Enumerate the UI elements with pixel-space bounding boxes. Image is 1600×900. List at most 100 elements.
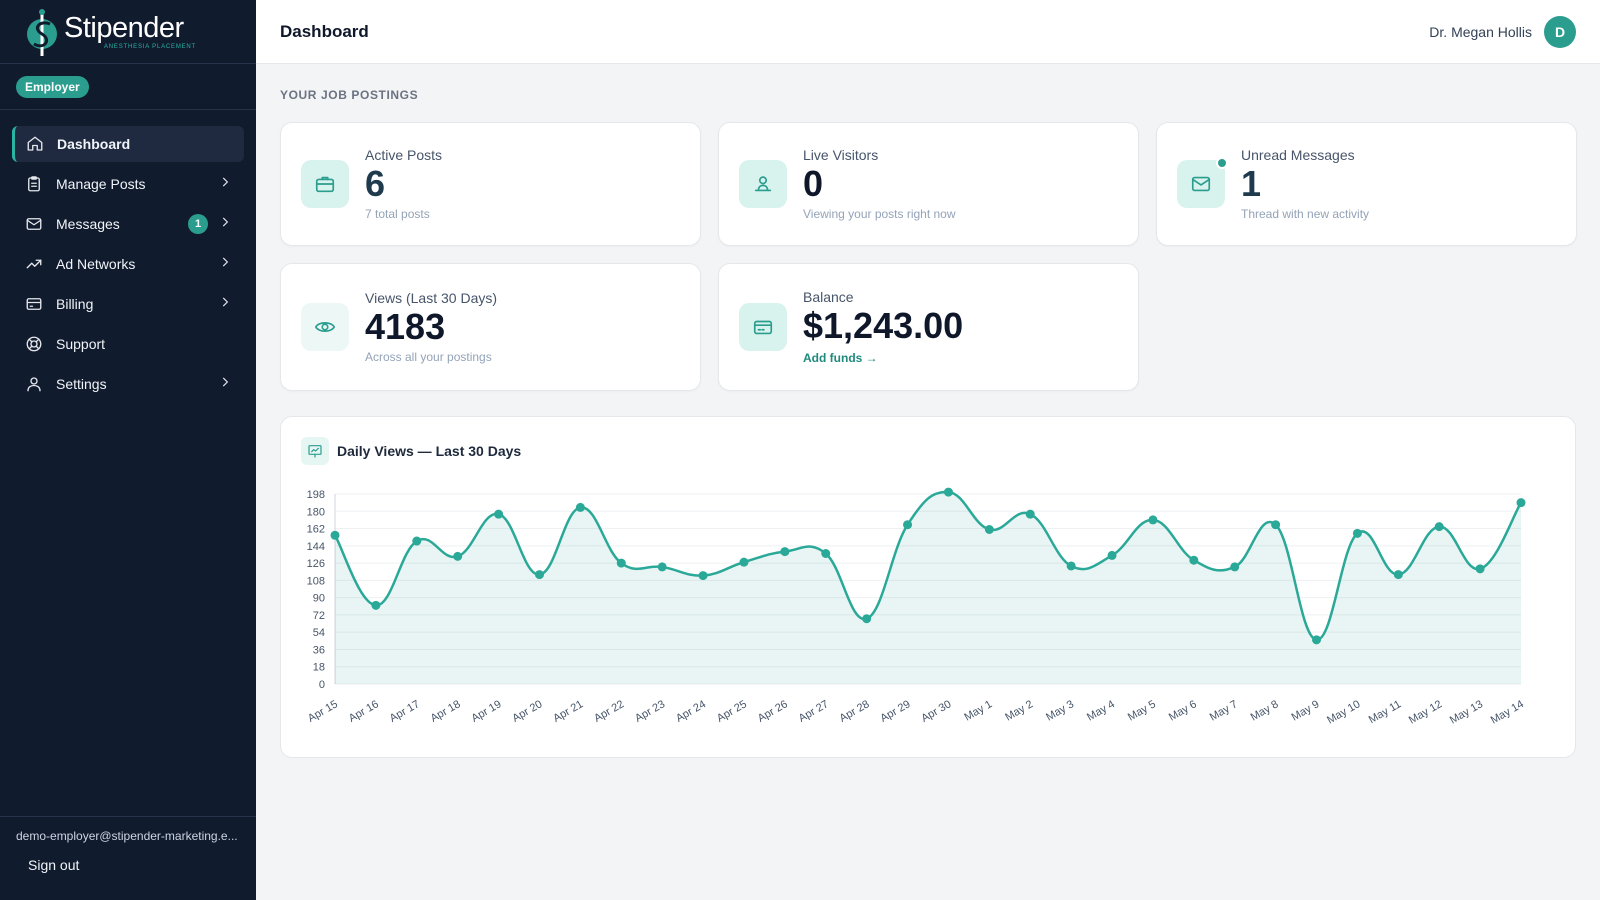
x-tick-label: Apr 26 (756, 698, 790, 725)
balance-card: Balance $1,243.00 Add funds → (718, 263, 1139, 391)
unread-count-badge: 1 (188, 214, 208, 234)
x-tick-label: May 8 (1249, 698, 1281, 723)
card-value: 1 (1241, 163, 1262, 204)
card-value: 4183 (365, 306, 446, 347)
sidebar-item-manage-posts[interactable]: Manage Posts (12, 166, 244, 202)
brand-logo[interactable]: Stipender ANESTHESIA PLACEMENT (0, 0, 256, 64)
chevron-right-icon (218, 215, 232, 234)
chevron-right-icon (218, 175, 232, 194)
card-subtext: Across all your postings (365, 350, 492, 364)
wallet-icon (739, 303, 787, 351)
caduceus-icon (22, 6, 62, 58)
x-tick-label: May 13 (1448, 698, 1485, 726)
y-tick-label: 198 (307, 489, 325, 501)
add-funds-link[interactable]: Add funds → (803, 351, 878, 365)
sidebar-nav: Dashboard Manage Posts Messages 1 Ad Net… (0, 110, 256, 402)
brand-tagline: ANESTHESIA PLACEMENT (104, 43, 197, 50)
data-point (984, 525, 994, 535)
x-tick-label: Apr 16 (347, 698, 381, 725)
card-label: Active Posts (365, 147, 443, 163)
sidebar-item-billing[interactable]: Billing (12, 286, 244, 322)
y-tick-label: 180 (307, 506, 325, 518)
data-point (1271, 520, 1281, 530)
unread-messages-card: Unread Messages 1 Thread with new activi… (1156, 122, 1577, 246)
y-tick-label: 144 (307, 541, 325, 553)
role-badge: Employer (16, 75, 89, 98)
data-point (494, 509, 504, 519)
chevron-right-icon (218, 375, 232, 394)
card-label: Unread Messages (1241, 147, 1355, 163)
data-point (616, 558, 626, 568)
data-point (739, 557, 749, 567)
sidebar-item-label: Ad Networks (56, 256, 136, 272)
clipboard-icon (24, 174, 44, 194)
sign-out-button[interactable]: Sign out (28, 857, 80, 873)
sidebar-item-settings[interactable]: Settings (12, 366, 244, 402)
sidebar-item-dashboard[interactable]: Dashboard (12, 126, 244, 162)
data-point (1393, 570, 1403, 580)
brand-name: Stipender (64, 11, 184, 44)
x-tick-label: Apr 19 (469, 698, 503, 725)
y-tick-label: 162 (307, 524, 325, 536)
x-tick-label: May 6 (1167, 698, 1199, 723)
x-tick-label: Apr 20 (510, 698, 544, 725)
y-tick-label: 90 (313, 593, 325, 605)
mail-icon (24, 214, 44, 234)
x-tick-label: May 12 (1407, 698, 1444, 726)
data-point (1312, 635, 1322, 645)
sidebar-item-label: Manage Posts (56, 176, 146, 192)
chevron-right-icon (218, 255, 232, 274)
data-point (1189, 555, 1199, 565)
card-value: $1,243.00 (803, 305, 964, 346)
card-value: 0 (803, 163, 824, 204)
data-point (412, 536, 422, 546)
sidebar-item-messages[interactable]: Messages 1 (12, 206, 244, 242)
area-fill (335, 492, 1521, 684)
x-tick-label: Apr 28 (838, 698, 872, 725)
x-tick-label: May 14 (1489, 698, 1526, 726)
presentation-chart-icon (301, 437, 329, 465)
sidebar-item-label: Dashboard (57, 136, 131, 152)
sidebar-item-support[interactable]: Support (12, 326, 244, 362)
briefcase-icon (301, 160, 349, 208)
y-tick-label: 54 (313, 627, 325, 639)
data-point (821, 548, 831, 558)
data-point (575, 502, 585, 512)
x-tick-label: Apr 29 (878, 698, 912, 725)
x-tick-label: Apr 27 (797, 698, 831, 725)
x-tick-label: Apr 22 (592, 698, 626, 725)
y-tick-label: 72 (313, 610, 325, 622)
avatar[interactable]: D (1544, 15, 1576, 48)
x-tick-label: Apr 25 (715, 698, 749, 725)
card-label: Balance (803, 289, 854, 305)
sidebar-item-label: Messages (56, 216, 120, 232)
data-point (534, 570, 544, 580)
top-bar: Dashboard Dr. Megan Hollis D (256, 0, 1600, 64)
data-point (1352, 528, 1362, 538)
user-name: Dr. Megan Hollis (1429, 23, 1532, 40)
card-label: Live Visitors (803, 147, 879, 163)
visitor-icon (739, 160, 787, 208)
chart-title: Daily Views — Last 30 Days (337, 443, 522, 459)
chevron-right-icon (218, 295, 232, 314)
data-point (1434, 522, 1444, 532)
views-card: Views (Last 30 Days) 4183 Across all you… (280, 263, 701, 391)
data-point (903, 520, 913, 530)
data-point (1516, 498, 1526, 508)
y-tick-label: 108 (307, 575, 325, 587)
user-menu[interactable]: Dr. Megan Hollis D (1429, 15, 1576, 48)
card-value: 6 (365, 163, 386, 204)
data-point (1066, 561, 1076, 571)
data-point (657, 562, 667, 572)
x-tick-label: May 1 (962, 698, 994, 723)
card-subtext: 7 total posts (365, 207, 430, 221)
y-tick-label: 126 (307, 558, 325, 570)
card-subtext: Thread with new activity (1241, 207, 1370, 221)
data-point (453, 551, 463, 561)
x-tick-label: May 11 (1367, 698, 1404, 726)
user-icon (24, 374, 44, 394)
data-point (330, 530, 340, 540)
data-point (1148, 515, 1158, 525)
sidebar-item-ad-networks[interactable]: Ad Networks (12, 246, 244, 282)
x-tick-label: Apr 21 (551, 698, 585, 725)
